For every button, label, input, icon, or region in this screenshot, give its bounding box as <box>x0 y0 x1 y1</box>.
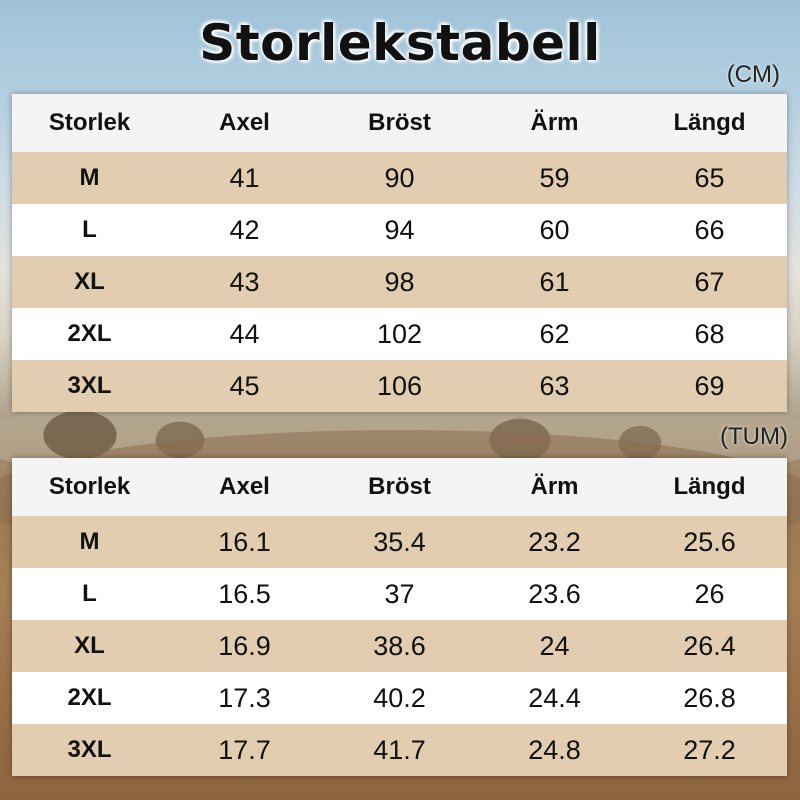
table-cell: 65 <box>694 162 725 193</box>
size-cell: L <box>82 216 97 243</box>
table-row: XL 43 98 61 67 <box>12 256 787 308</box>
size-cell: 3XL <box>67 372 112 399</box>
table-cell: 63 <box>539 370 570 401</box>
header-cell: Axel <box>219 109 270 136</box>
size-cell: XL <box>74 268 105 295</box>
size-cell: 2XL <box>67 684 112 711</box>
size-cell: M <box>79 164 100 191</box>
table-row: 2XL 44 102 62 68 <box>12 308 787 360</box>
table-cell: 26 <box>694 578 725 609</box>
table-cell: 41 <box>229 162 260 193</box>
table-cell: 26.4 <box>683 630 736 661</box>
table-row: XL 16.9 38.6 24 26.4 <box>12 620 787 672</box>
size-cell: M <box>79 528 100 555</box>
table-cell: 45 <box>229 370 260 401</box>
table-cell: 66 <box>694 214 725 245</box>
header-cell: Storlek <box>48 109 131 136</box>
table-cell: 23.2 <box>528 526 581 557</box>
table-cell: 26.8 <box>683 682 736 713</box>
table-row: 3XL 45 106 63 69 <box>12 360 787 412</box>
table-cell: 40.2 <box>373 682 426 713</box>
table-cell: 59 <box>539 162 570 193</box>
table-cell: 68 <box>694 318 725 349</box>
header-cell: Längd <box>673 109 746 136</box>
table-row: L 42 94 60 66 <box>12 204 787 256</box>
table-cell: 60 <box>539 214 570 245</box>
table-header-row: Storlek Axel Bröst Ärm Längd <box>12 458 787 516</box>
table-cell: 42 <box>229 214 260 245</box>
size-cell: 2XL <box>67 320 112 347</box>
table-cell: 43 <box>229 266 260 297</box>
table-cell: 94 <box>384 214 415 245</box>
table-row: 3XL 17.7 41.7 24.8 27.2 <box>12 724 787 776</box>
table-cell: 24.8 <box>528 734 581 765</box>
table-cell: 38.6 <box>373 630 426 661</box>
table-row: 2XL 17.3 40.2 24.4 26.8 <box>12 672 787 724</box>
unit-label-cm: (CM) <box>726 61 780 88</box>
header-cell: Ärm <box>530 473 579 500</box>
size-cell: L <box>82 580 97 607</box>
table-cell: 98 <box>384 266 415 297</box>
table-cell: 67 <box>694 266 725 297</box>
table-cell: 41.7 <box>373 734 426 765</box>
table-cell: 90 <box>384 162 415 193</box>
size-table-tum: Storlek Axel Bröst Ärm Längd M 16.1 35.4… <box>12 458 787 776</box>
header-cell: Axel <box>219 473 270 500</box>
table-row: M 41 90 59 65 <box>12 152 787 204</box>
header-cell: Bröst <box>368 473 431 500</box>
table-cell: 16.5 <box>218 578 271 609</box>
header-cell: Bröst <box>368 109 431 136</box>
table-cell: 69 <box>694 370 725 401</box>
header-cell: Storlek <box>48 473 131 500</box>
header-cell: Ärm <box>530 109 579 136</box>
table-cell: 24 <box>539 630 570 661</box>
table-cell: 61 <box>539 266 570 297</box>
size-cell: 3XL <box>67 736 112 763</box>
table-cell: 27.2 <box>683 734 736 765</box>
table-cell: 23.6 <box>528 578 581 609</box>
table-cell: 17.3 <box>218 682 271 713</box>
header-cell: Längd <box>673 473 746 500</box>
size-table-cm: Storlek Axel Bröst Ärm Längd M 41 90 59 … <box>12 94 787 412</box>
table-row: M 16.1 35.4 23.2 25.6 <box>12 516 787 568</box>
table-cell: 17.7 <box>218 734 271 765</box>
table-cell: 37 <box>384 578 415 609</box>
table-cell: 16.1 <box>218 526 271 557</box>
unit-label-tum: (TUM) <box>720 423 788 450</box>
table-cell: 35.4 <box>373 526 426 557</box>
size-cell: XL <box>74 632 105 659</box>
page-title: Storlekstabell <box>199 14 601 72</box>
table-cell: 24.4 <box>528 682 581 713</box>
table-cell: 102 <box>376 318 423 349</box>
table-header-row: Storlek Axel Bröst Ärm Längd <box>12 94 787 152</box>
table-cell: 62 <box>539 318 570 349</box>
table-row: L 16.5 37 23.6 26 <box>12 568 787 620</box>
table-cell: 25.6 <box>683 526 736 557</box>
table-cell: 44 <box>229 318 260 349</box>
table-cell: 16.9 <box>218 630 271 661</box>
table-cell: 106 <box>376 370 423 401</box>
